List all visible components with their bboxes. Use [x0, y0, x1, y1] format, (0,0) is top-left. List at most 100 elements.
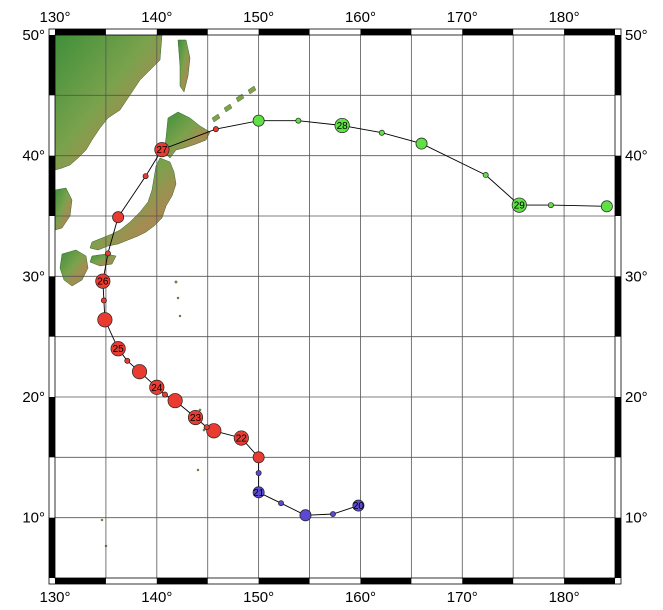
track-point: 23 [187, 409, 204, 426]
track-day-label: 28 [337, 121, 349, 132]
lon-label-top: 140° [141, 9, 172, 26]
track-point: 22 [233, 430, 249, 446]
lat-label-right: 10° [625, 510, 648, 527]
track-point [600, 200, 613, 213]
track-point-marker [162, 391, 168, 398]
track-point [482, 172, 489, 178]
track-point-marker [206, 423, 222, 439]
track-point-marker [104, 250, 111, 257]
track-point: 20 [352, 499, 365, 512]
kyushu-island [59, 249, 89, 287]
lon-label-bottom: 160° [345, 589, 376, 606]
frame-bar-right [615, 276, 621, 337]
small-island [174, 280, 178, 284]
track-point-marker [252, 451, 265, 464]
track-point-marker [482, 172, 489, 178]
track-point-marker [600, 200, 613, 213]
track-point-marker [95, 273, 111, 289]
track-point-marker [299, 509, 312, 522]
frame-bar-right [615, 35, 621, 96]
track-point: 24 [149, 379, 165, 395]
track-point-marker [112, 211, 125, 224]
small-island [198, 408, 202, 412]
lon-label-bottom: 130° [39, 589, 70, 606]
track-point-marker [203, 424, 210, 431]
track-day-label: 22 [236, 434, 248, 445]
lon-label-bottom: 150° [243, 589, 274, 606]
small-island [202, 428, 206, 432]
kuril-islands [211, 85, 257, 123]
track-day-label: 26 [97, 277, 109, 288]
frame-bar-bottom [258, 578, 310, 584]
track-point [252, 114, 265, 127]
track-point-marker [378, 129, 385, 136]
lat-label-right: 30° [625, 268, 648, 285]
track-point-marker [154, 142, 170, 158]
frame-bar-top [462, 29, 514, 35]
track-polyline [102, 120, 607, 516]
frame-bar-left [49, 397, 55, 458]
map-frame [48, 28, 622, 585]
track-point [547, 202, 554, 209]
sakhalin-island [177, 39, 191, 93]
map-background [55, 35, 615, 578]
track-point-marker [352, 499, 365, 512]
lon-label-top: 170° [447, 9, 478, 26]
track-point-marker [252, 114, 265, 127]
frame-bar-right [615, 155, 621, 216]
frame-bar-left [49, 276, 55, 337]
track-point: 27 [154, 142, 170, 158]
frame-bar-top [55, 29, 106, 35]
track-day-label: 21 [253, 488, 265, 499]
track-point-marker [330, 511, 336, 517]
track-point-marker [415, 137, 428, 150]
track-point-marker [547, 202, 554, 209]
track-point: 28 [334, 117, 350, 134]
lat-label-right: 20° [625, 389, 648, 406]
frame-bar-top [258, 29, 310, 35]
track-day-label: 23 [190, 413, 202, 424]
track-point [252, 451, 265, 464]
track-point [167, 393, 183, 409]
track-point-marker [110, 341, 126, 357]
lat-label-right: 40° [625, 148, 648, 165]
small-island [196, 468, 200, 472]
track-point [142, 173, 149, 180]
track-point [162, 391, 168, 398]
track-point [330, 511, 336, 517]
lat-label-right: 50° [625, 27, 648, 44]
track-point: 21 [252, 486, 265, 499]
frame-bar-bottom [360, 578, 412, 584]
storm-track-points: 20 21 22 23 24 25 26 27 28 29 [95, 114, 613, 522]
lon-label-top: 160° [345, 9, 376, 26]
track-point [100, 297, 107, 304]
track-point-marker [295, 117, 302, 124]
frame-bar-right [615, 397, 621, 458]
track-point [278, 500, 284, 507]
frame-bar-top [156, 29, 208, 35]
track-point [295, 117, 302, 124]
track-point-marker [149, 379, 165, 395]
track-point-marker [131, 364, 148, 380]
track-point [415, 137, 428, 150]
track-point-marker [124, 357, 131, 364]
lon-label-bottom: 180° [549, 589, 580, 606]
land-masses [55, 35, 257, 548]
lat-label-left: 40° [22, 148, 45, 165]
track-day-label: 24 [151, 383, 163, 394]
track-point [203, 424, 210, 431]
track-point-marker [252, 486, 265, 499]
frame-bar-left [49, 155, 55, 216]
lon-label-bottom: 140° [141, 589, 172, 606]
track-point: 26 [95, 273, 111, 289]
lat-label-left: 50° [22, 27, 45, 44]
track-point [97, 312, 113, 328]
track-point [299, 509, 312, 522]
track-point [378, 129, 385, 136]
frame-bar-top [360, 29, 412, 35]
frame-bar-bottom [55, 578, 106, 584]
track-day-label: 27 [156, 145, 168, 156]
track-point-marker [187, 409, 204, 426]
track-point: 29 [511, 197, 527, 213]
track-point [212, 126, 219, 133]
